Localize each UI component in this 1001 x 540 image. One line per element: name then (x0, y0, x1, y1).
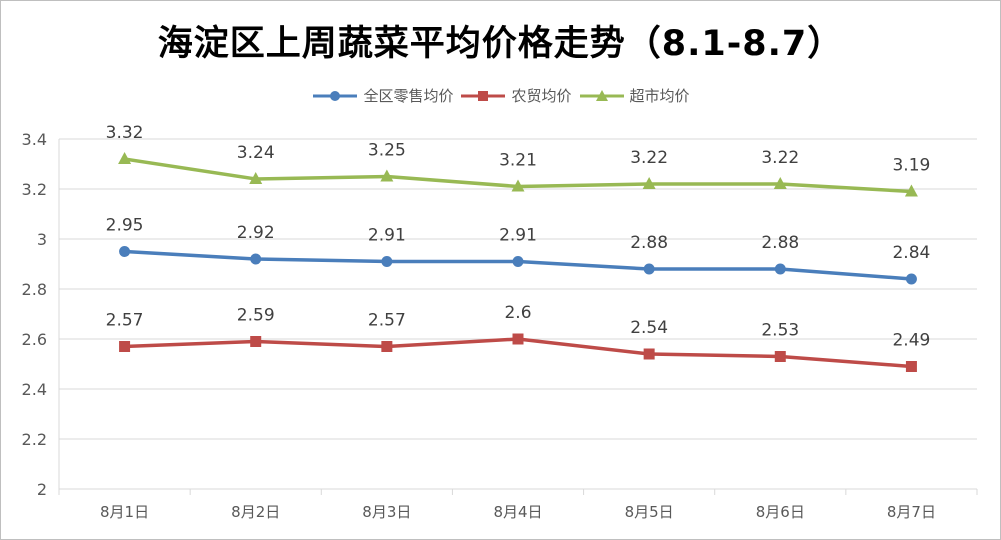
data-point (250, 336, 262, 347)
x-tick-label: 8月7日 (887, 503, 936, 521)
x-tick-label: 8月2日 (231, 503, 280, 521)
data-label: 2.88 (761, 233, 799, 253)
x-tick-label: 8月6日 (756, 503, 805, 521)
data-label: 2.91 (368, 226, 406, 246)
data-label: 2.6 (504, 303, 531, 323)
y-tick-label: 2 (37, 480, 47, 499)
data-label: 2.91 (499, 226, 537, 246)
y-tick-label: 3.4 (22, 130, 47, 149)
data-point (774, 351, 786, 362)
data-label: 3.19 (892, 156, 930, 176)
data-label: 2.84 (892, 243, 930, 263)
data-label: 2.95 (106, 216, 144, 236)
data-label: 2.53 (761, 321, 799, 341)
data-point (904, 184, 918, 197)
data-label: 3.22 (630, 148, 668, 168)
data-point (774, 263, 786, 275)
data-point (118, 152, 132, 164)
chart-title: 海淀区上周蔬菜平均价格走势（8.1-8.7） (157, 24, 844, 64)
data-point (905, 273, 917, 285)
data-label: 3.22 (761, 148, 799, 168)
data-label: 2.92 (237, 223, 275, 243)
chart-legend: 全区零售均价 农贸均价 超市均价 (1, 85, 1000, 106)
data-point (380, 169, 394, 182)
x-tick-label: 8月4日 (493, 503, 542, 521)
data-label: 2.88 (630, 233, 668, 253)
legend-label-super: 超市均价 (629, 87, 690, 105)
legend-item-super: 超市均价 (578, 85, 690, 106)
data-point (250, 253, 262, 265)
data-label: 2.49 (892, 331, 930, 351)
data-label: 3.25 (368, 141, 406, 161)
y-tick-label: 2.2 (22, 430, 47, 449)
data-point (381, 256, 393, 267)
legend-item-farmers: 农贸均价 (459, 85, 572, 106)
legend-label-retail: 全区零售均价 (363, 87, 454, 105)
legend-label-farmers: 农贸均价 (511, 87, 572, 105)
data-point (512, 333, 524, 345)
data-point (642, 177, 656, 189)
data-point (905, 361, 917, 372)
data-point (119, 246, 131, 257)
data-point (643, 348, 655, 360)
x-tick-label: 8月5日 (625, 503, 674, 521)
data-point (249, 172, 263, 184)
data-label: 2.59 (237, 306, 275, 326)
legend-marker-circle-icon (313, 90, 358, 101)
data-point (643, 263, 655, 275)
data-label: 2.57 (106, 311, 144, 331)
data-label: 2.54 (630, 318, 668, 338)
data-point (512, 256, 524, 267)
data-label: 3.24 (237, 143, 275, 163)
data-point (381, 341, 393, 352)
data-point (511, 179, 525, 192)
data-point (119, 341, 131, 352)
data-label: 2.57 (368, 311, 406, 331)
data-label: 3.32 (106, 123, 144, 143)
legend-marker-square-icon (461, 90, 506, 101)
y-tick-label: 3.2 (22, 180, 47, 199)
y-tick-label: 2.6 (22, 330, 47, 349)
legend-marker-triangle-icon (579, 89, 624, 101)
x-tick-label: 8月3日 (362, 503, 411, 521)
y-tick-label: 2.4 (22, 380, 47, 399)
y-tick-label: 2.8 (22, 280, 47, 299)
data-label: 3.21 (499, 151, 537, 171)
legend-item-retail: 全区零售均价 (311, 85, 453, 106)
x-tick-label: 8月1日 (100, 503, 149, 521)
data-point (773, 177, 787, 189)
y-tick-label: 3 (37, 230, 47, 249)
